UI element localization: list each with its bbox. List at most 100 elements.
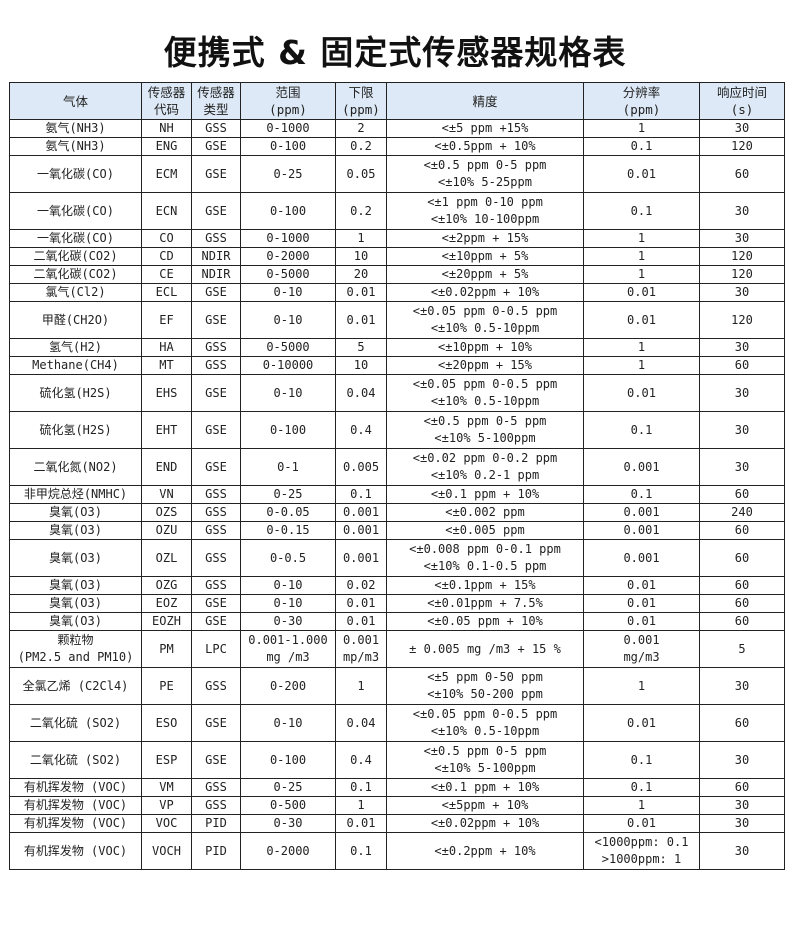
table-row: 全氯乙烯 (C2Cl4) PE GSS 0-200 1 <±5 ppm 0-50 ppm … xyxy=(9,667,785,705)
cell-sensor-type: PID xyxy=(191,832,241,870)
table-row: 氨气(NH3) NH GSS 0-1000 2 <±5 ppm +15% 1 30 xyxy=(9,119,785,138)
cell-sensor-code: ECL xyxy=(141,283,192,302)
cell-resolution: 1 xyxy=(583,247,700,266)
cell-resolution: 0.1 xyxy=(583,778,700,797)
header-gas: 气体 xyxy=(9,82,142,120)
cell-response-time: 30 xyxy=(699,229,785,248)
cell-response-time: 30 xyxy=(699,796,785,815)
table-row: Methane(CH4) MT GSS 0-10000 10 <±20ppm + 15% 1… xyxy=(9,356,785,375)
cell-range: 0-5000 xyxy=(240,265,336,284)
cell-gas: 二氧化碳(CO2) xyxy=(9,247,142,266)
cell-accuracy: <±0.005 ppm xyxy=(386,521,584,540)
cell-response-time: 60 xyxy=(699,155,785,193)
cell-gas: 氨气(NH3) xyxy=(9,119,142,138)
cell-sensor-code: END xyxy=(141,448,192,486)
cell-lower-limit: 1 xyxy=(335,667,387,705)
cell-accuracy: <±5 ppm +15% xyxy=(386,119,584,138)
cell-accuracy: <±0.1 ppm + 10% xyxy=(386,485,584,504)
table-row: 二氧化硫 (SO2) ESP GSE 0-100 0.4 <±0.5 ppm 0-5 pp… xyxy=(9,741,785,779)
table-row: 甲醛(CH2O) EF GSE 0-10 0.01 <±0.05 ppm 0-0.5 pp… xyxy=(9,301,785,339)
cell-sensor-code: VOCH xyxy=(141,832,192,870)
cell-gas: 硫化氢(H2S) xyxy=(9,374,142,412)
table-row: 硫化氢(H2S) EHT GSE 0-100 0.4 <±0.5 ppm 0-5 ppm … xyxy=(9,411,785,449)
cell-resolution: 0.001 xyxy=(583,539,700,577)
cell-accuracy: <±10ppm + 5% xyxy=(386,247,584,266)
table-row: 非甲烷总烃(NMHC) VN GSS 0-25 0.1 <±0.1 ppm + 10% 0.… xyxy=(9,485,785,504)
table-row: 一氧化碳(CO) CO GSS 0-1000 1 <±2ppm + 15% 1 30 xyxy=(9,229,785,248)
cell-gas: 臭氧(O3) xyxy=(9,612,142,631)
cell-response-time: 30 xyxy=(699,814,785,833)
cell-range: 0-10 xyxy=(240,594,336,613)
cell-sensor-code: OZS xyxy=(141,503,192,522)
cell-range: 0-500 xyxy=(240,796,336,815)
cell-response-time: 30 xyxy=(699,338,785,357)
cell-sensor-code: PM xyxy=(141,630,192,668)
table-row: 氯气(Cl2) ECL GSE 0-10 0.01 <±0.02ppm + 10% 0.01… xyxy=(9,283,785,302)
cell-sensor-code: NH xyxy=(141,119,192,138)
cell-resolution: 0.01 xyxy=(583,301,700,339)
table-row: 有机挥发物 (VOC) VM GSS 0-25 0.1 <±0.1 ppm + 10% 0.… xyxy=(9,778,785,797)
cell-accuracy: <±0.008 ppm 0-0.1 ppm <±10% 0.1-0.5 ppm xyxy=(386,539,584,577)
cell-sensor-type: GSE xyxy=(191,594,241,613)
cell-gas: 氯气(Cl2) xyxy=(9,283,142,302)
cell-accuracy: <±0.05 ppm + 10% xyxy=(386,612,584,631)
cell-gas: 非甲烷总烃(NMHC) xyxy=(9,485,142,504)
header-response-time: 响应时间 (s) xyxy=(699,82,785,120)
cell-range: 0-10 xyxy=(240,576,336,595)
cell-gas: 硫化氢(H2S) xyxy=(9,411,142,449)
cell-response-time: 30 xyxy=(699,119,785,138)
cell-range: 0-10 xyxy=(240,704,336,742)
cell-accuracy: <±0.02ppm + 10% xyxy=(386,283,584,302)
cell-range: 0-1000 xyxy=(240,229,336,248)
cell-range: 0-2000 xyxy=(240,247,336,266)
cell-resolution: 0.01 xyxy=(583,814,700,833)
cell-lower-limit: 0.1 xyxy=(335,778,387,797)
cell-gas: 一氧化碳(CO) xyxy=(9,229,142,248)
cell-resolution: 0.001 xyxy=(583,448,700,486)
table-row: 二氧化碳(CO2) CD NDIR 0-2000 10 <±10ppm + 5% 1 120 xyxy=(9,247,785,266)
cell-resolution: 0.01 xyxy=(583,155,700,193)
cell-response-time: 60 xyxy=(699,539,785,577)
cell-resolution: 1 xyxy=(583,667,700,705)
cell-lower-limit: 0.001 mp/m3 xyxy=(335,630,387,668)
cell-lower-limit: 0.02 xyxy=(335,576,387,595)
cell-sensor-code: EHT xyxy=(141,411,192,449)
cell-sensor-type: GSS xyxy=(191,796,241,815)
cell-lower-limit: 0.01 xyxy=(335,814,387,833)
cell-sensor-type: NDIR xyxy=(191,247,241,266)
cell-response-time: 60 xyxy=(699,594,785,613)
cell-sensor-code: EHS xyxy=(141,374,192,412)
cell-response-time: 60 xyxy=(699,576,785,595)
cell-gas: 一氧化碳(CO) xyxy=(9,192,142,230)
cell-range: 0-10 xyxy=(240,301,336,339)
cell-accuracy: <±0.01ppm + 7.5% xyxy=(386,594,584,613)
cell-response-time: 30 xyxy=(699,192,785,230)
table-row: 有机挥发物 (VOC) VOC PID 0-30 0.01 <±0.02ppm + 10%… xyxy=(9,814,785,833)
cell-gas: 有机挥发物 (VOC) xyxy=(9,796,142,815)
cell-lower-limit: 1 xyxy=(335,229,387,248)
cell-lower-limit: 0.4 xyxy=(335,411,387,449)
cell-accuracy: <±0.1ppm + 15% xyxy=(386,576,584,595)
table-row: 一氧化碳(CO) ECN GSE 0-100 0.2 <±1 ppm 0-10 ppm <… xyxy=(9,192,785,230)
cell-resolution: 0.01 xyxy=(583,704,700,742)
cell-response-time: 30 xyxy=(699,411,785,449)
cell-response-time: 120 xyxy=(699,137,785,156)
cell-sensor-code: VP xyxy=(141,796,192,815)
cell-resolution: 0.1 xyxy=(583,411,700,449)
table-row: 硫化氢(H2S) EHS GSE 0-10 0.04 <±0.05 ppm 0-0.5 p… xyxy=(9,374,785,412)
cell-range: 0-25 xyxy=(240,778,336,797)
cell-resolution: 1 xyxy=(583,265,700,284)
cell-lower-limit: 0.05 xyxy=(335,155,387,193)
cell-accuracy: <±0.02 ppm 0-0.2 ppm <±10% 0.2-1 ppm xyxy=(386,448,584,486)
table-row: 有机挥发物 (VOC) VP GSS 0-500 1 <±5ppm + 10% 1 30 xyxy=(9,796,785,815)
cell-sensor-type: GSE xyxy=(191,192,241,230)
cell-accuracy: <±0.5 ppm 0-5 ppm <±10% 5-25ppm xyxy=(386,155,584,193)
cell-sensor-code: CO xyxy=(141,229,192,248)
cell-resolution: <1000ppm: 0.1 >1000ppm: 1 xyxy=(583,832,700,870)
cell-lower-limit: 5 xyxy=(335,338,387,357)
header-accuracy: 精度 xyxy=(386,82,584,120)
cell-accuracy: ± 0.005 mg /m3 + 15 % xyxy=(386,630,584,668)
cell-sensor-code: CD xyxy=(141,247,192,266)
cell-sensor-code: VN xyxy=(141,485,192,504)
cell-sensor-code: HA xyxy=(141,338,192,357)
